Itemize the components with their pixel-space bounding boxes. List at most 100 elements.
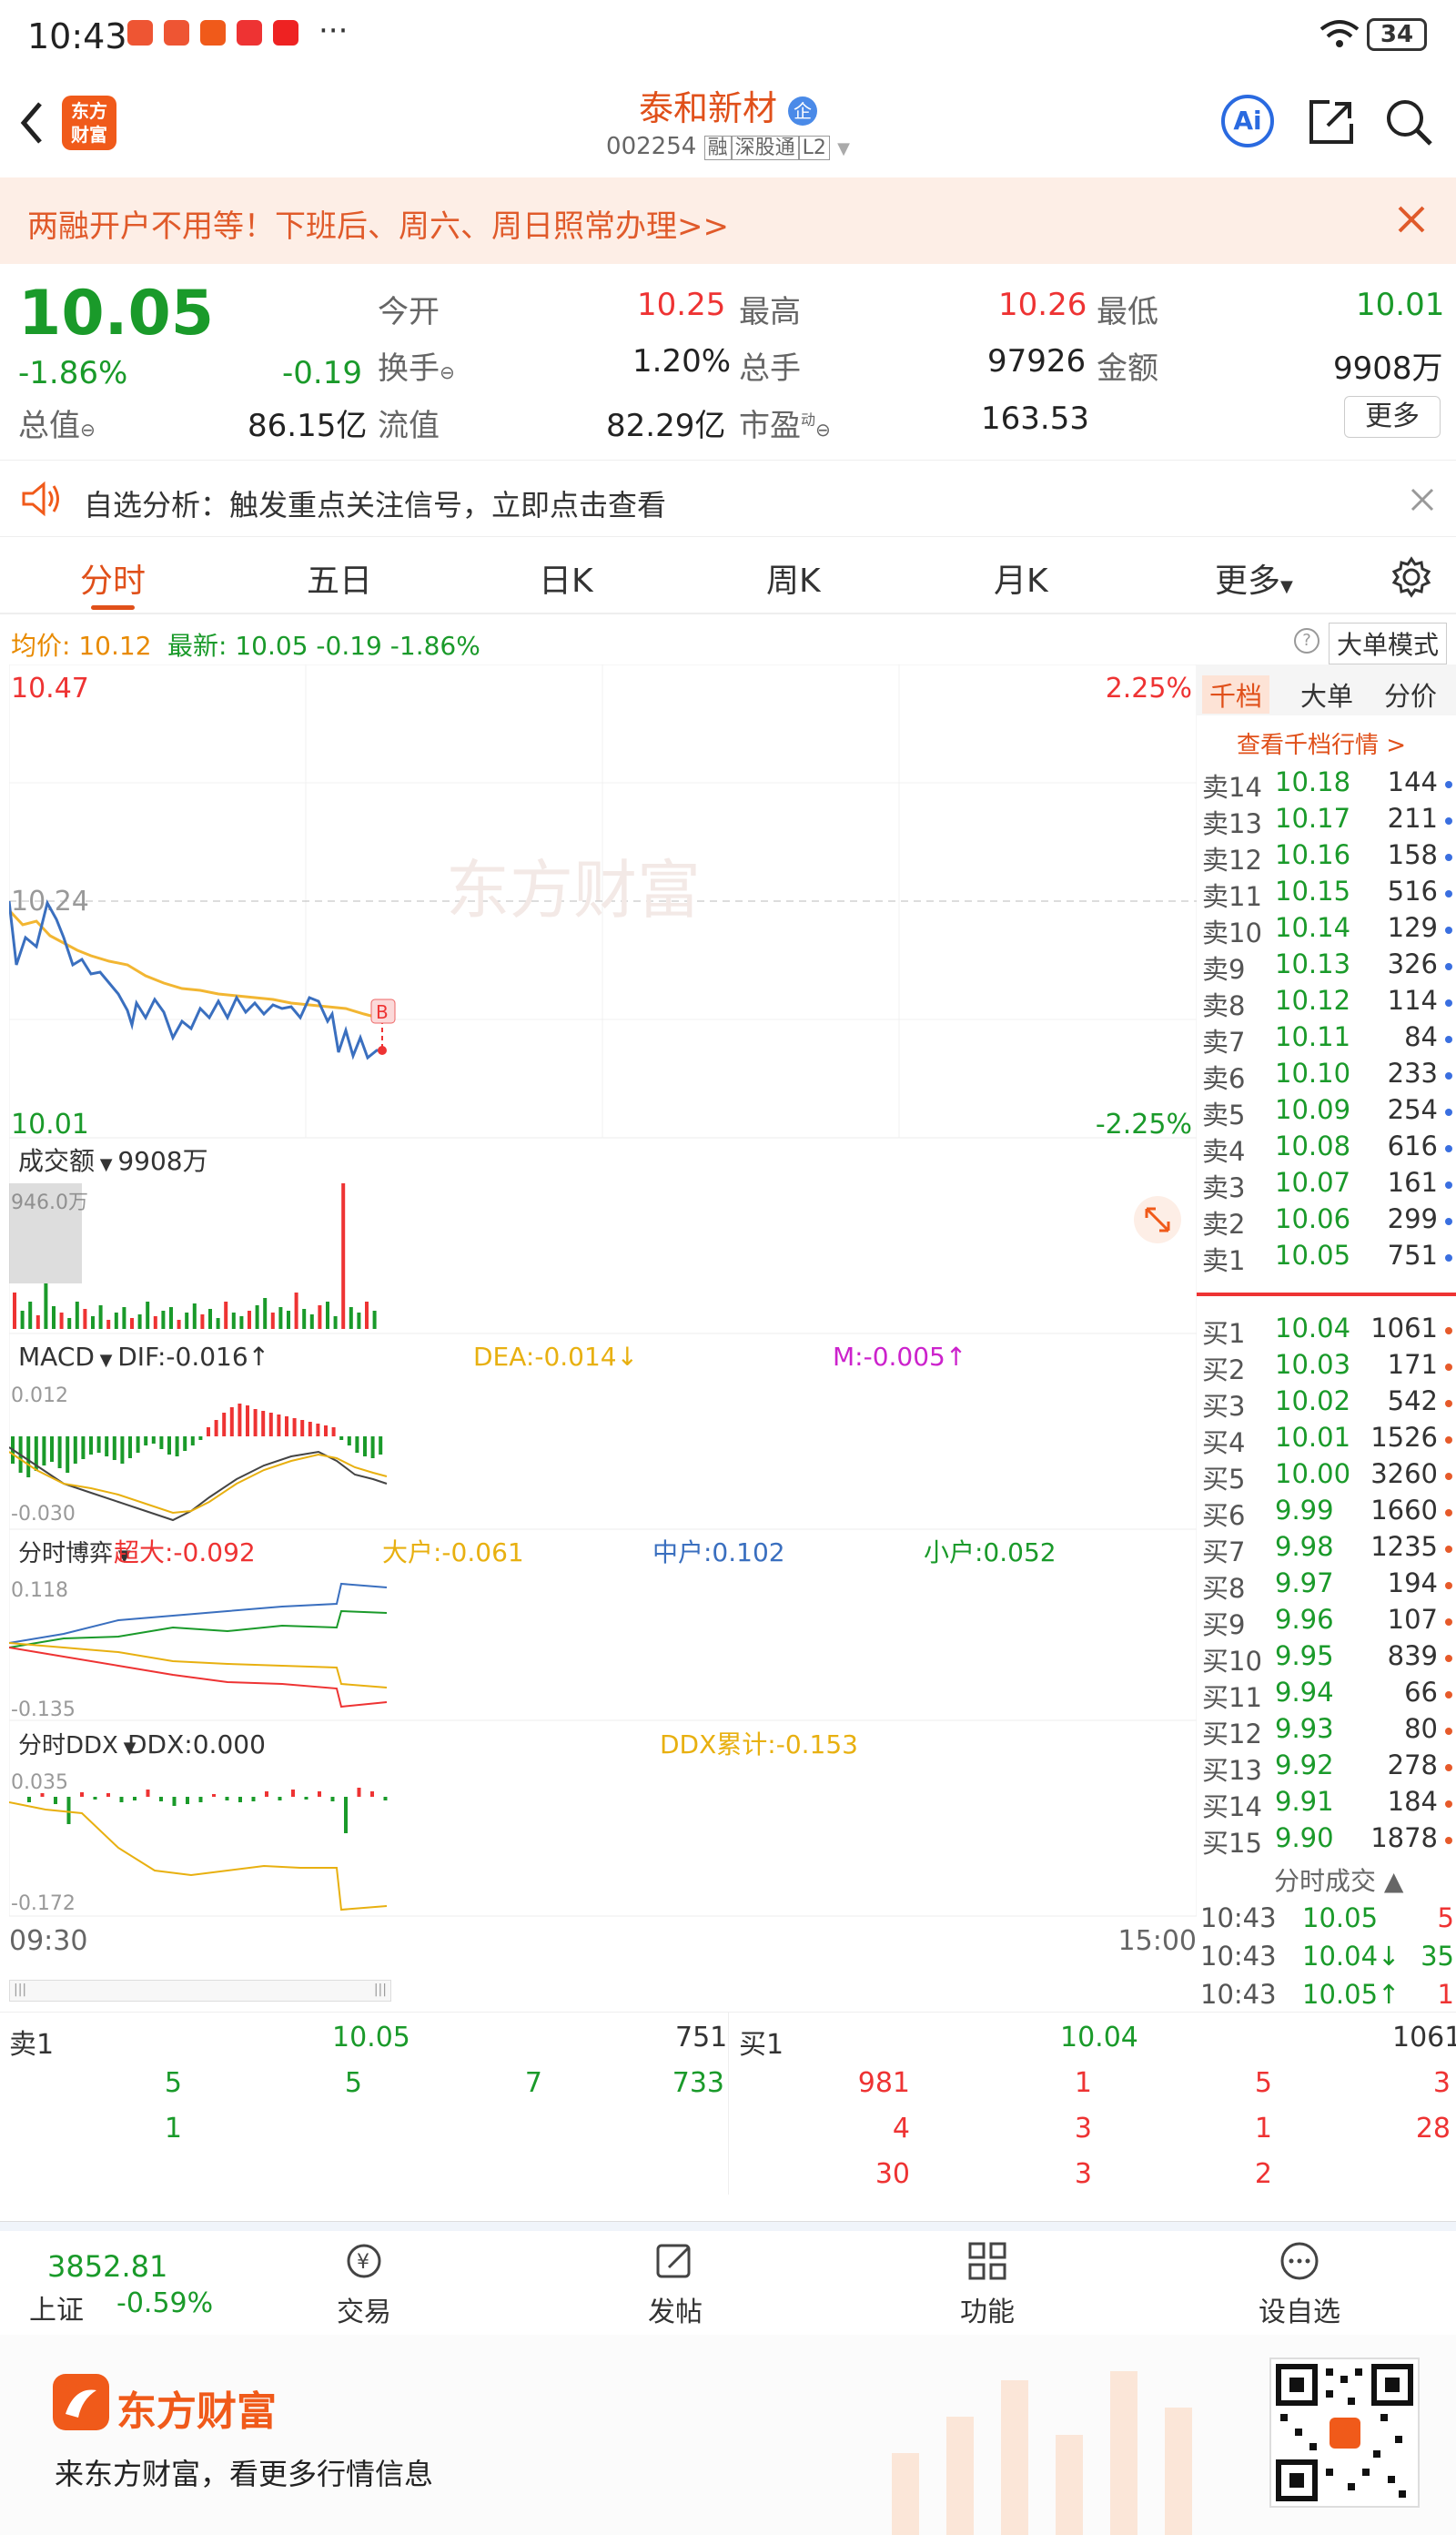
macd-bar — [316, 1424, 320, 1436]
level-volume: 1526 — [1370, 1422, 1438, 1453]
tab-intraday[interactable]: 分时 — [80, 563, 147, 600]
bid-level-row[interactable]: 买8 9.97 194 — [1197, 1567, 1456, 1604]
notification-icon — [200, 20, 226, 46]
ask-level-row[interactable]: 卖6 10.10 233 — [1197, 1058, 1456, 1094]
bid-level-row[interactable]: 买6 9.99 1660 — [1197, 1495, 1456, 1531]
bid-level-row[interactable]: 买13 9.92 278 — [1197, 1749, 1456, 1786]
close-icon[interactable] — [1397, 205, 1426, 234]
ddx-label[interactable]: 分时DDX ▼ — [18, 1732, 136, 1759]
tab-daily-k[interactable]: 日K — [539, 563, 593, 600]
bid-level-row[interactable]: 买4 10.01 1526 — [1197, 1422, 1456, 1458]
volume-bar — [255, 1305, 259, 1329]
ask-level-row[interactable]: 卖14 10.18 144 — [1197, 766, 1456, 803]
level-dot — [1445, 1327, 1452, 1334]
bid-level-row[interactable]: 买14 9.91 184 — [1197, 1786, 1456, 1822]
back-icon[interactable] — [18, 100, 46, 146]
nav-trade[interactable]: ¥ 交易 — [309, 2240, 419, 2329]
tab-thousand-levels[interactable]: 千档 — [1202, 675, 1270, 714]
notice-text[interactable]: 自选分析：触发重点关注信号，立即点击查看 — [84, 488, 667, 522]
ask-level-row[interactable]: 卖12 10.16 158 — [1197, 839, 1456, 876]
ask-level-row[interactable]: 卖13 10.17 211 — [1197, 803, 1456, 839]
ddx-bar — [304, 1797, 308, 1800]
index-value[interactable]: 3852.81 — [47, 2249, 168, 2284]
bid-level-row[interactable]: 买1 10.04 1061 — [1197, 1313, 1456, 1349]
bid-level-row[interactable]: 买3 10.02 542 — [1197, 1385, 1456, 1422]
index-change[interactable]: -0.59% — [116, 2287, 214, 2319]
level-volume: 616 — [1387, 1131, 1438, 1161]
tab-monthly-k[interactable]: 月K — [994, 563, 1048, 600]
big-order-mode-button[interactable]: 大单模式 — [1329, 623, 1448, 664]
qr-code[interactable] — [1269, 2358, 1420, 2508]
stock-code: 002254 — [606, 133, 697, 160]
ask-level-row[interactable]: 卖7 10.11 84 — [1197, 1021, 1456, 1058]
close-icon[interactable] — [1410, 488, 1434, 512]
notification-icon — [237, 20, 262, 46]
trades-title[interactable]: 分时成交 ▲ — [1274, 1866, 1404, 1896]
level-label: 买2 — [1202, 1354, 1246, 1385]
nav-function[interactable]: 功能 — [933, 2240, 1042, 2329]
brand-name: 东方财富 — [116, 2388, 277, 2435]
ddx-bar — [66, 1797, 71, 1824]
banner-text[interactable]: 两融开户不用等！下班后、周六、周日照常办理>> — [27, 208, 729, 245]
dropdown-icon[interactable]: ▼ — [837, 139, 850, 158]
macd-bar — [238, 1404, 242, 1436]
trade-icon: ¥ — [347, 2244, 381, 2278]
macd-bar — [96, 1436, 101, 1453]
bid-level-row[interactable]: 买7 9.98 1235 — [1197, 1531, 1456, 1567]
bid-level-row[interactable]: 买5 10.00 3260 — [1197, 1458, 1456, 1495]
help-icon[interactable]: ? — [1294, 628, 1320, 654]
bid-level-row[interactable]: 买10 9.95 839 — [1197, 1640, 1456, 1677]
flow-label[interactable]: 分时博弈 ▼ — [18, 1540, 131, 1567]
tab-five-day[interactable]: 五日 — [307, 563, 373, 600]
level-label: 买12 — [1202, 1719, 1262, 1749]
tab-big-orders[interactable]: 大单 — [1300, 681, 1354, 712]
price-low-label: 10.01 — [11, 1109, 89, 1141]
tab-more[interactable]: 更多▼ — [1215, 563, 1293, 600]
intraday-chart[interactable]: 东方财富 10.47 10.01 10.24 2.25% -2.25% B 成交… — [9, 664, 1197, 1939]
buy-marker[interactable] — [370, 999, 396, 1024]
ask-level-row[interactable]: 卖9 10.13 326 — [1197, 948, 1456, 985]
ask-level-row[interactable]: 卖1 10.05 751 — [1197, 1240, 1456, 1276]
ask-level-row[interactable]: 卖4 10.08 616 — [1197, 1131, 1456, 1167]
bid-level-row[interactable]: 买12 9.93 80 — [1197, 1713, 1456, 1749]
ask-level-row[interactable]: 卖8 10.12 114 — [1197, 985, 1456, 1021]
macd-bar — [222, 1413, 227, 1436]
volume-bar — [83, 1309, 87, 1329]
ask-level-row[interactable]: 卖5 10.09 254 — [1197, 1094, 1456, 1131]
nav-post[interactable]: 发帖 — [621, 2240, 730, 2329]
analysis-notice[interactable]: 自选分析：触发重点关注信号，立即点击查看 — [0, 460, 1456, 537]
macd-bar — [253, 1409, 258, 1436]
tab-weekly-k[interactable]: 周K — [766, 563, 821, 600]
side-handle[interactable] — [9, 1183, 82, 1283]
bid-level-row[interactable]: 买2 10.03 171 — [1197, 1349, 1456, 1385]
bid-level-row[interactable]: 买9 9.96 107 — [1197, 1604, 1456, 1640]
macd-bar — [268, 1413, 273, 1436]
level-price: 10.08 — [1275, 1131, 1351, 1161]
pe-label: 市盈动⊖ — [739, 408, 831, 444]
bid-level-row[interactable]: 买15 9.90 1878 — [1197, 1822, 1456, 1859]
ask-level-row[interactable]: 卖3 10.07 161 — [1197, 1167, 1456, 1203]
settings-icon[interactable] — [1390, 556, 1432, 598]
tab-price-dist[interactable]: 分价 — [1384, 681, 1438, 712]
ai-button[interactable]: Ai — [1221, 95, 1274, 147]
chart-scrollbar[interactable]: ||| ||| — [9, 1980, 391, 2002]
macd-label[interactable]: MACD ▼ DIF:-0.016↑ — [18, 1342, 269, 1372]
volume-bar — [44, 1283, 48, 1329]
nav-add-watchlist[interactable]: 设自选 — [1245, 2240, 1354, 2329]
share-icon[interactable] — [1306, 96, 1357, 147]
view-levels-link[interactable]: 查看千档行情 > — [1237, 732, 1407, 759]
volume-label[interactable]: 成交额 ▼ 9908万 — [18, 1146, 208, 1176]
more-button[interactable]: 更多 — [1344, 396, 1441, 438]
tag-l2: L2 — [798, 136, 830, 160]
search-icon[interactable] — [1383, 96, 1434, 147]
ask-level-row[interactable]: 卖10 10.14 129 — [1197, 912, 1456, 948]
macd-bar — [128, 1436, 132, 1458]
macd-bar — [136, 1436, 140, 1453]
ask-level-row[interactable]: 卖2 10.06 299 — [1197, 1203, 1456, 1240]
margin-banner[interactable]: 两融开户不用等！下班后、周六、周日照常办理>> — [0, 177, 1456, 264]
ask-level-row[interactable]: 卖11 10.15 516 — [1197, 876, 1456, 912]
macd-bar — [261, 1411, 266, 1436]
index-name[interactable]: 上证 — [29, 2295, 84, 2327]
bid-level-row[interactable]: 买11 9.94 66 — [1197, 1677, 1456, 1713]
sell1-volume: 751 — [675, 2022, 728, 2053]
